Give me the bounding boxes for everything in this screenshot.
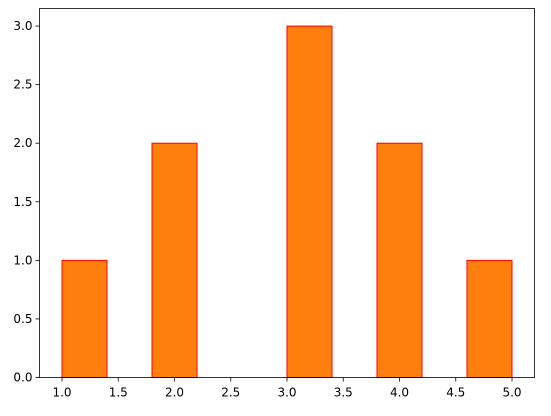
bar — [466, 259, 513, 379]
bar — [61, 259, 108, 379]
y-tick-label: 2.0 — [13, 136, 32, 150]
x-tick-label: 1.0 — [52, 386, 71, 400]
bar — [151, 142, 198, 378]
y-tick-label: 1.0 — [13, 253, 32, 267]
bar — [286, 25, 333, 378]
y-tick-label: 2.5 — [13, 78, 32, 92]
x-tick-label: 4.5 — [446, 386, 465, 400]
y-tick-label: 1.5 — [13, 195, 32, 209]
y-tick-label: 3.0 — [13, 19, 32, 33]
bar — [376, 142, 423, 378]
x-tick-label: 4.0 — [390, 386, 409, 400]
x-tick-label: 3.5 — [334, 386, 353, 400]
x-tick-label: 2.0 — [165, 386, 184, 400]
plot-frame — [39, 8, 535, 378]
x-tick-label: 5.0 — [502, 386, 521, 400]
x-tick-label: 3.0 — [277, 386, 296, 400]
x-tick-label: 1.5 — [109, 386, 128, 400]
x-tick-label: 2.5 — [221, 386, 240, 400]
y-tick-label: 0.0 — [13, 371, 32, 385]
y-tick-label: 0.5 — [13, 312, 32, 326]
